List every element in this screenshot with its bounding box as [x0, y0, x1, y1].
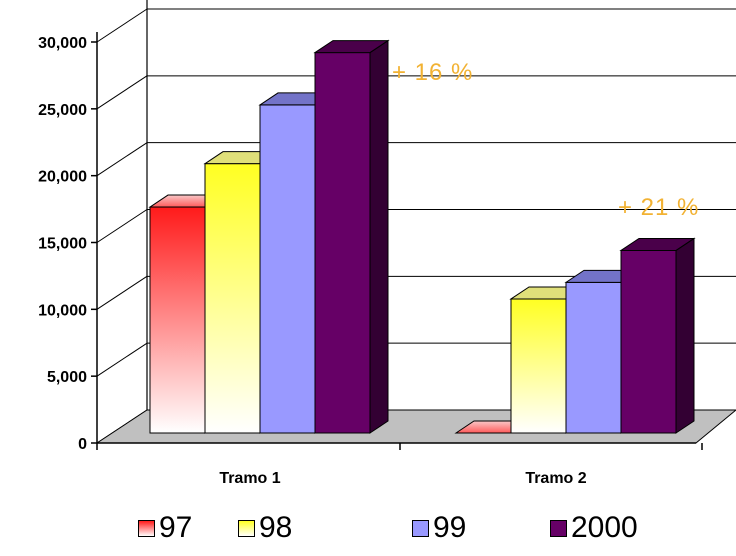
legend-label: 99: [433, 511, 467, 544]
legend-label: 97: [159, 511, 193, 544]
legend-item-99: 99: [412, 506, 466, 550]
legend-label: 98: [259, 511, 293, 544]
y-tick-label: 5,000: [47, 369, 87, 386]
legend-swatch: [550, 519, 567, 537]
side-gridline: [96, 8, 148, 43]
y-tick-label: 10,000: [38, 302, 87, 319]
y-tick-label: 20,000: [38, 169, 87, 186]
y-tick-label: 15,000: [38, 236, 87, 253]
legend-item-97: 97: [138, 506, 192, 550]
bar-99-tramo-1: [259, 104, 316, 434]
legend-swatch: [138, 519, 155, 537]
legend: 97 98 99 2000: [0, 506, 736, 550]
side-gridline: [96, 342, 148, 377]
y-tick-label: 25,000: [38, 102, 87, 119]
side-gridline: [96, 75, 148, 110]
bar-top: [313, 40, 390, 54]
bar-top: [619, 237, 696, 251]
bar-99-tramo-2: [565, 281, 622, 434]
x-tick-label: Tramo 2: [525, 470, 586, 487]
bar-97-tramo-1: [149, 206, 206, 434]
legend-item-98: 98: [238, 506, 292, 550]
legend-swatch: [238, 519, 255, 537]
y-tick-label: 0: [78, 436, 87, 453]
legend-item-2000: 2000: [550, 506, 638, 550]
side-gridline: [96, 209, 148, 243]
bar-side: [675, 237, 695, 434]
axes: [91, 32, 703, 450]
bar-98-tramo-2: [510, 298, 567, 434]
annotation-label: + 16 %: [392, 59, 473, 86]
side-gridline: [96, 142, 148, 177]
legend-swatch: [412, 519, 429, 537]
side-gridline: [96, 275, 148, 310]
bar-98-tramo-1: [204, 163, 261, 434]
y-tick-label: 30,000: [38, 35, 87, 52]
legend-label: 2000: [571, 511, 638, 544]
bar-side: [369, 39, 389, 434]
annotation-label: + 21 %: [618, 194, 699, 221]
labels: 0 5,000 10,000 15,000 20,000 25,000 30,000 Tram…: [38, 35, 699, 487]
x-tick-label: Tramo 1: [219, 470, 280, 487]
bars: [148, 39, 696, 434]
bar-2000-tramo-1: [314, 52, 371, 434]
bar-2000-tramo-2: [620, 249, 677, 434]
